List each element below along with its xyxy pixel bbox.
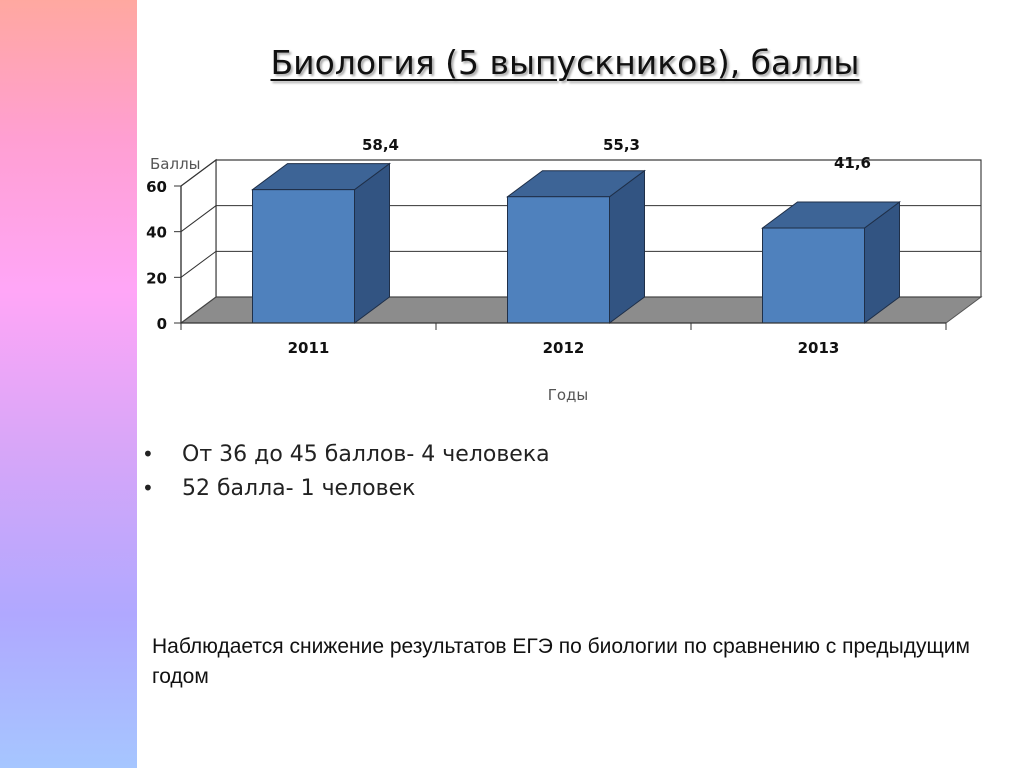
decorative-side-strip [0,0,137,768]
gridline [180,250,981,278]
chart-labels: 2011 58,4 2012 55,3 2013 41,6 Баллы Годы [150,136,871,404]
slide-title: Биология (5 выпускников), баллы [270,43,860,82]
bar [762,227,865,324]
data-label: 55,3 [603,136,640,154]
chart-axes: 0 20 40 60 [146,178,947,333]
x-axis-title: Годы [548,386,589,404]
chart-bars [250,162,902,324]
x-tick-label: 2011 [288,339,330,357]
bullet-item: • От 36 до 45 баллов- 4 человека [142,442,550,467]
gridline [180,159,981,187]
y-tick-label: 0 [157,315,167,333]
y-tick-label: 40 [146,224,167,242]
bar [252,189,355,324]
conclusion-text: Наблюдается снижение результатов ЕГЭ по … [152,635,970,688]
bullet-item: • 52 балла- 1 человек [142,476,416,501]
bar-side [609,169,645,324]
y-axis-title: Баллы [150,155,201,173]
bullet-marker: • [142,442,154,466]
y-tick-label: 20 [146,269,167,287]
data-label: 41,6 [834,154,871,172]
chart-side-wall [180,158,217,325]
data-label: 58,4 [362,136,399,154]
gridline [180,205,981,233]
bar-chart: 0 20 40 60 2011 58,4 2012 55,3 2013 41,6 Баллы Год… [146,136,983,404]
bullet-marker: • [142,476,154,500]
bar [507,196,610,324]
x-tick-label: 2012 [543,339,585,357]
x-tick-label: 2013 [798,339,840,357]
y-tick-label: 60 [146,178,167,196]
bullet-list: • От 36 до 45 баллов- 4 человека • 52 балл… [140,442,550,510]
bar-side [354,162,390,324]
